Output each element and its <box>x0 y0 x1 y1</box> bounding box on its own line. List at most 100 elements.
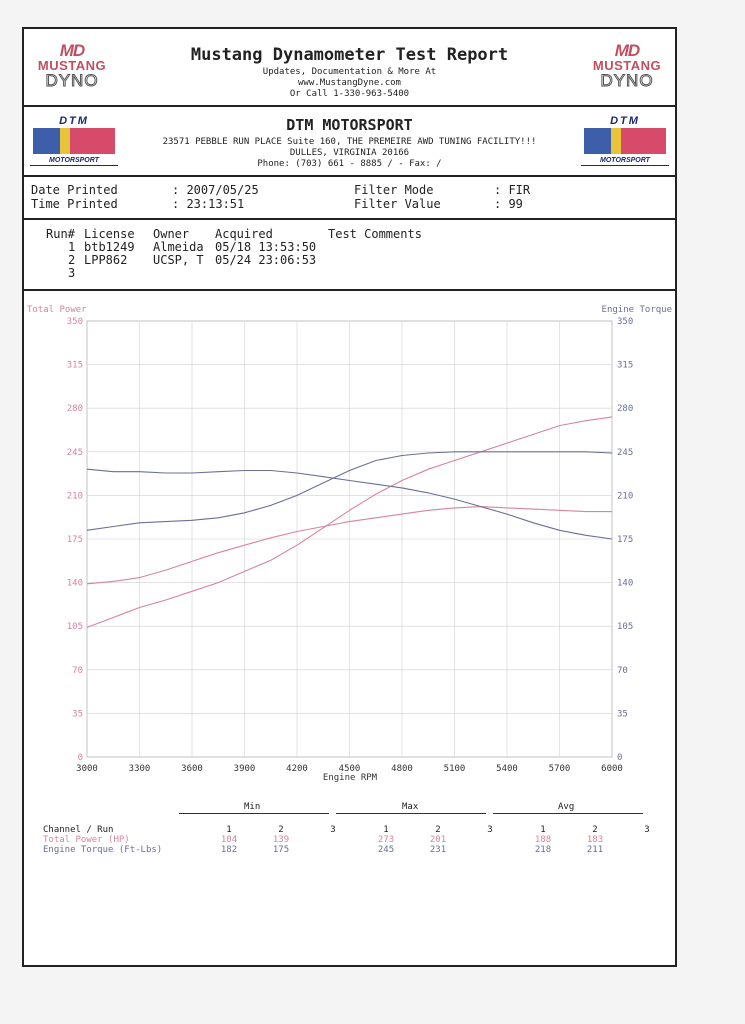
power-channel-label: Total Power (HP) <box>43 835 130 845</box>
left-y-tick-label: 350 <box>67 317 83 327</box>
stat-value: 218 <box>534 845 552 855</box>
stat-value: 188 <box>534 835 552 845</box>
stat-value: 175 <box>272 845 290 855</box>
right-y-tick-label: 35 <box>617 709 628 719</box>
run-column-header: 2 <box>435 825 441 835</box>
run-header-run: Run# <box>46 227 75 241</box>
motorsport-logo-text: MOTORSPORT <box>30 156 118 166</box>
run-column-header: 1 <box>383 825 389 835</box>
mustang-dyno-logo-right: MD MUSTANG DYNO <box>585 41 669 90</box>
report-header: MD MUSTANG DYNO Mustang Dynamometer Test… <box>24 29 675 107</box>
run-table: Run# License Owner Acquired Test Comment… <box>24 220 675 291</box>
logo-mustang-text: MUSTANG <box>37 58 107 73</box>
stat-value: 182 <box>220 845 238 855</box>
dyno-chart: 3000 3300 3600 3900 4200 4500 4800 5100 5400 5700… <box>27 305 672 783</box>
left-y-tick-label: 105 <box>67 622 83 632</box>
run-2-owner: UCSP, T <box>153 253 204 267</box>
run-header-acquired: Acquired <box>215 227 273 241</box>
left-y-tick-label: 35 <box>72 709 83 719</box>
x-tick-label: 5100 <box>444 764 466 774</box>
avg-rule <box>493 813 643 814</box>
right-y-tick-label: 140 <box>617 579 633 589</box>
min-group-label: Min <box>244 802 261 812</box>
time-printed-label: Time Printed <box>31 197 118 211</box>
stat-value: 211 <box>586 845 604 855</box>
run-3-number: 3 <box>68 266 76 280</box>
run-header-license: License <box>84 227 135 241</box>
logo-dyno-text: DYNO <box>600 71 654 90</box>
stat-value: 183 <box>586 835 604 845</box>
print-info: Date Printed : 2007/05/25 Time Printed :… <box>24 177 675 220</box>
x-tick-label: 3900 <box>234 764 256 774</box>
run-column-header: 1 <box>540 825 546 835</box>
power-run-1-line <box>86 416 613 628</box>
x-tick-label: 3300 <box>129 764 151 774</box>
stat-value: 231 <box>429 845 447 855</box>
dtm-logo-left: DTM MOTORSPORT <box>30 115 118 167</box>
right-y-tick-label: 105 <box>617 622 633 632</box>
run-2-acquired: 05/24 23:06:53 <box>215 253 317 267</box>
filter-mode-label: Filter Mode <box>354 183 434 197</box>
shop-phone: Phone: (703) 661 - 8885 / - Fax: / <box>257 159 442 169</box>
run-column-header: 1 <box>226 825 232 835</box>
x-tick-label: 3600 <box>181 764 203 774</box>
filter-mode-value: : FIR <box>494 183 531 197</box>
date-printed-value: : 2007/05/25 <box>172 183 259 197</box>
torque-run-1-line <box>86 451 613 531</box>
run-column-header: 2 <box>278 825 284 835</box>
right-axis-title: Engine Torque <box>602 305 672 315</box>
left-y-tick-label: 0 <box>78 753 83 763</box>
right-y-tick-label: 350 <box>617 317 633 327</box>
x-tick-label: 4200 <box>286 764 308 774</box>
power-run-2-line <box>86 506 612 585</box>
x-tick-label: 5700 <box>549 764 571 774</box>
torque-run-2-line <box>86 468 613 540</box>
min-rule <box>179 813 329 814</box>
flag-icon <box>33 128 115 154</box>
shop-address: 23571 PEBBLE RUN PLACE Suite 160, THE PR… <box>162 137 537 147</box>
run-2-number: 2 <box>68 253 76 267</box>
filter-value-value: : 99 <box>494 197 523 211</box>
run-header-owner: Owner <box>153 227 190 241</box>
max-rule <box>336 813 486 814</box>
avg-group-label: Avg <box>558 802 575 812</box>
left-axis-title: Total Power <box>27 305 87 315</box>
logo-md-text: MD <box>59 41 85 60</box>
motorsport-logo-text: MOTORSPORT <box>581 156 669 166</box>
report-title: Mustang Dynamometer Test Report <box>190 45 509 65</box>
run-column-header: 2 <box>592 825 598 835</box>
stat-value: 139 <box>272 835 290 845</box>
dtm-logo-right: DTM MOTORSPORT <box>581 116 669 167</box>
mustang-dyno-logo-left: MD MUSTANG DYNO <box>30 41 114 90</box>
right-y-tick-label: 210 <box>617 491 633 501</box>
right-y-tick-label: 315 <box>617 361 633 371</box>
x-tick-label: 4800 <box>391 764 413 774</box>
shop-header: DTM MOTORSPORT DTM MOTORSPORT 23571 PEBB… <box>24 107 675 177</box>
right-y-tick-label: 175 <box>617 535 633 545</box>
max-group-label: Max <box>402 802 419 812</box>
run-column-header: 3 <box>644 825 650 835</box>
flag-icon <box>584 128 666 154</box>
left-y-tick-label: 140 <box>67 579 83 589</box>
left-y-tick-label: 245 <box>67 448 83 458</box>
run-1-license: btb1249 <box>84 240 135 254</box>
x-tick-label: 5400 <box>496 764 518 774</box>
left-y-tick-label: 315 <box>67 361 83 371</box>
header-website: www.MustangDyne.com <box>298 78 401 88</box>
run-1-acquired: 05/18 13:53:50 <box>215 240 317 254</box>
filter-value-label: Filter Value <box>354 197 441 211</box>
header-line-1: Updates, Documentation & More At <box>262 67 437 77</box>
left-y-tick-label: 175 <box>67 535 83 545</box>
channel-run-label: Channel / Run <box>43 825 114 835</box>
x-tick-label: 4500 <box>339 764 361 774</box>
x-tick-label: 3000 <box>76 764 98 774</box>
x-axis-title: Engine RPM <box>323 773 378 783</box>
header-phone: Or Call 1-330-963-5400 <box>289 89 410 99</box>
stat-value: 201 <box>429 835 447 845</box>
stat-value: 273 <box>377 835 395 845</box>
run-1-number: 1 <box>68 240 76 254</box>
logo-md-text: MD <box>614 41 640 60</box>
left-y-tick-label: 70 <box>72 666 83 676</box>
shop-city: DULLES, VIRGINIA 20166 <box>289 148 410 158</box>
dtm-logo-text: DTM <box>59 115 89 127</box>
